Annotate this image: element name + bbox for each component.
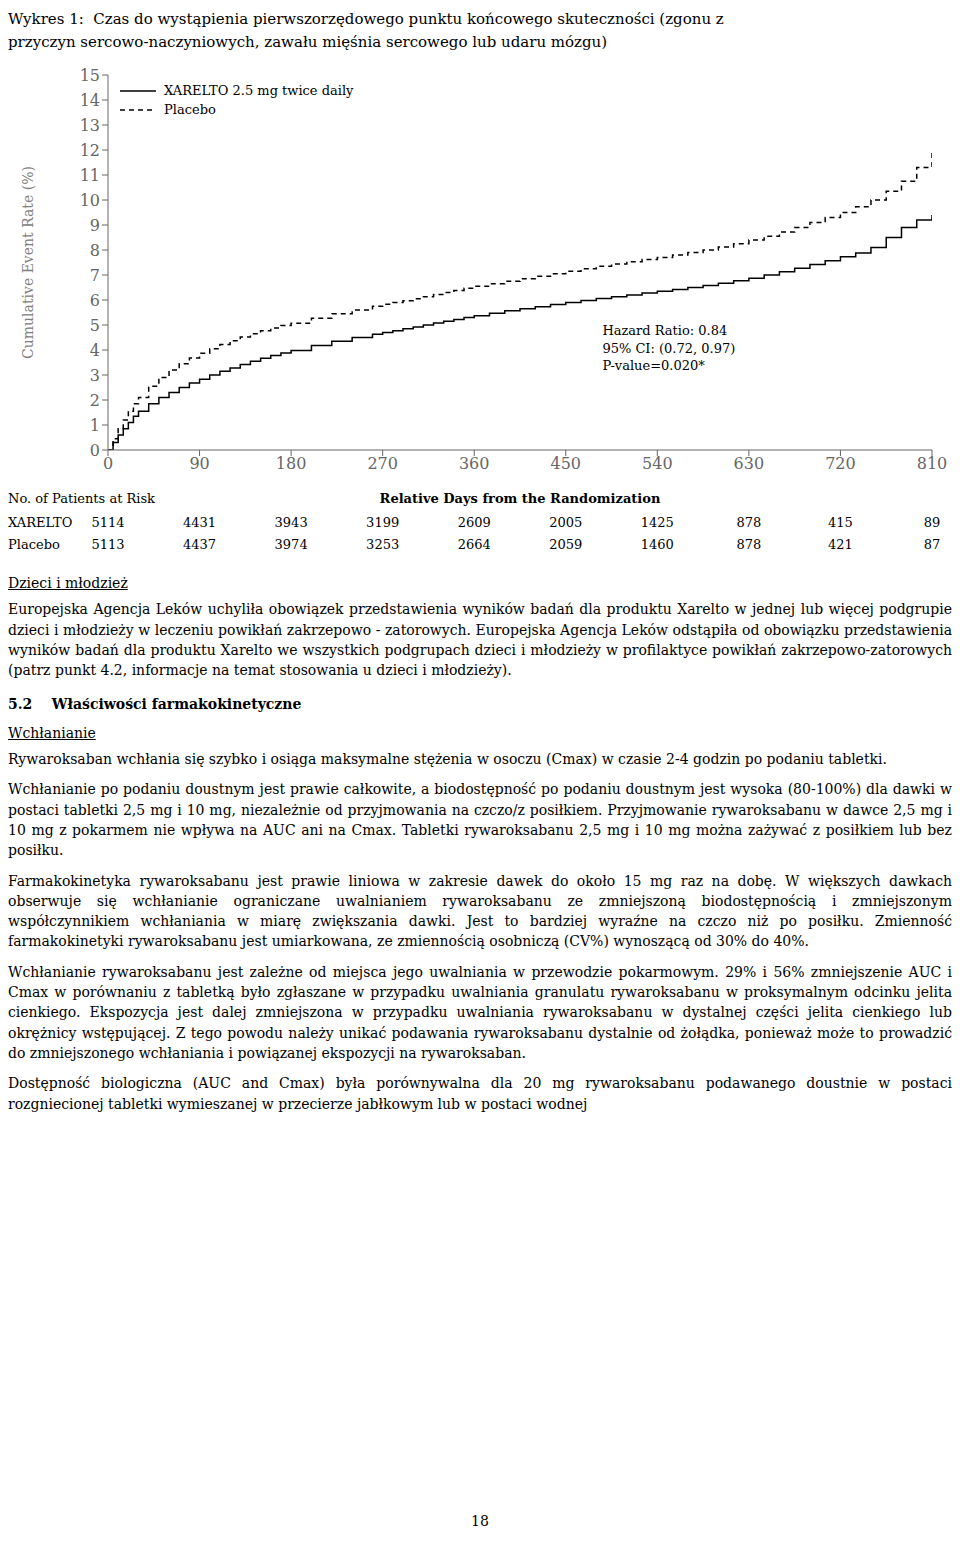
svg-text:15: 15 (80, 66, 100, 85)
svg-text:0: 0 (90, 441, 100, 460)
svg-text:2: 2 (90, 391, 100, 410)
html-text:Wchłanianie po podaniu doustny: Wchłanianie po podaniu doustnym jest pra… (8, 781, 952, 859)
svg-text:180: 180 (276, 454, 307, 473)
html-text:5113: 5113 (91, 537, 125, 552)
html-text:Dostępność biologiczna (AUC an: Dostępność biologiczna (AUC and Cmax) by… (8, 1075, 952, 1112)
svg-text:270: 270 (367, 454, 398, 473)
html-text:4437: 4437 (183, 537, 217, 552)
html-text:Europejska Agencja Leków uchyl: Europejska Agencja Leków uchyliła obowią… (8, 601, 952, 679)
svg-text:90: 90 (189, 454, 209, 473)
html-text:2005: 2005 (549, 515, 583, 530)
svg-text:1: 1 (90, 416, 100, 435)
svg-text:3: 3 (90, 366, 100, 385)
html-text:3253: 3253 (366, 537, 400, 552)
svg-text:0: 0 (103, 454, 113, 473)
svg-text:14: 14 (80, 91, 100, 110)
html-text:3943: 3943 (274, 515, 308, 530)
svg-text:Cumulative Event Rate (%): Cumulative Event Rate (%) (20, 166, 36, 359)
svg-text:540: 540 (642, 454, 673, 473)
svg-text:720: 720 (825, 454, 856, 473)
svg-text:13: 13 (80, 116, 100, 135)
svg-text:12: 12 (80, 141, 100, 160)
html-text:878: 878 (736, 537, 762, 552)
html-text:5114: 5114 (91, 515, 125, 530)
html-text:Wchłanianie rywaroksabanu jest: Wchłanianie rywaroksabanu jest zależne o… (8, 963, 952, 1061)
html-text:Rywaroksaban wchłania się szyb: Rywaroksaban wchłania się szybko i osiąg… (8, 751, 887, 768)
html-text:878: 878 (736, 515, 762, 530)
svg-text:10: 10 (80, 191, 100, 210)
svg-text:5: 5 (90, 316, 100, 335)
html-text:Wchłanianie: Wchłanianie (8, 724, 96, 741)
svg-text:630: 630 (734, 454, 765, 473)
svg-text:9: 9 (90, 216, 100, 235)
html-text:Wykres 1: Czas do wystąpienia: Wykres 1: Czas do wystąpienia pierwszorz… (8, 10, 724, 51)
html-text:Dzieci i młodzież: Dzieci i młodzież (8, 575, 128, 591)
html-text:2059: 2059 (549, 537, 583, 552)
html-text:No. of Patients at Risk: No. of Patients at Risk (8, 491, 155, 506)
html-text:XARELTO: XARELTO (8, 515, 73, 530)
html-text:Farmakokinetyka rywaroksabanu: Farmakokinetyka rywaroksabanu jest prawi… (8, 872, 952, 950)
svg-text:7: 7 (90, 266, 100, 285)
html-text:4431: 4431 (183, 515, 217, 530)
svg-text:360: 360 (459, 454, 490, 473)
svg-text:4: 4 (90, 341, 100, 360)
html-text:5.2 Właściwości farmakokinetyc: 5.2 Właściwości farmakokinetyczne (8, 696, 302, 713)
html-text:3199: 3199 (366, 515, 400, 530)
html-text:87: 87 (923, 537, 941, 552)
svg-text:11: 11 (80, 166, 100, 185)
svg-text:6: 6 (90, 291, 100, 310)
html-text:Hazard Ratio: 0.84 95% CI: (0.: Hazard Ratio: 0.84 95% CI: (0.72, 0.97) … (602, 323, 736, 374)
html-text:18: 18 (471, 1513, 489, 1529)
html-text:421: 421 (828, 537, 853, 552)
html-text:3974: 3974 (274, 537, 308, 552)
html-text:89: 89 (923, 515, 941, 530)
html-text:1460: 1460 (640, 537, 674, 552)
html-text:1425: 1425 (640, 515, 674, 530)
html-text:Relative Days from the Randomi: Relative Days from the Randomization (379, 491, 661, 506)
html-text:2664: 2664 (457, 537, 491, 552)
html-text:XARELTO 2.5 mg twice daily: XARELTO 2.5 mg twice daily (164, 83, 354, 98)
svg-text:810: 810 (917, 454, 948, 473)
html-text:415: 415 (828, 515, 853, 530)
svg-text:450: 450 (551, 454, 582, 473)
html-text:Placebo: Placebo (164, 102, 216, 117)
html-text:Placebo: Placebo (8, 537, 60, 552)
svg-text:8: 8 (90, 241, 100, 260)
html-text:2609: 2609 (457, 515, 491, 530)
